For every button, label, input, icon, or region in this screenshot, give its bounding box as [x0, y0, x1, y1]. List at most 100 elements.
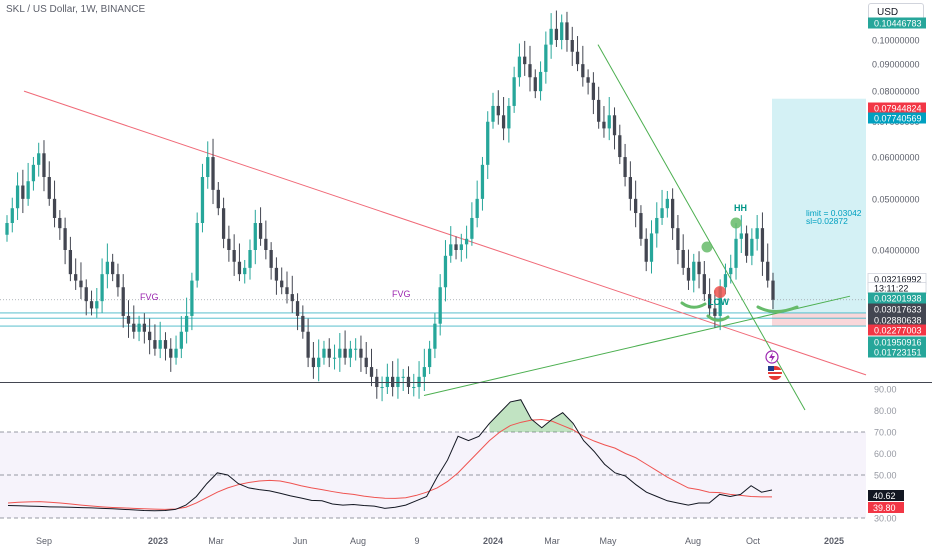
candle[interactable]	[280, 280, 284, 288]
candle[interactable]	[692, 261, 696, 281]
candle[interactable]	[195, 223, 199, 281]
candle[interactable]	[729, 267, 733, 275]
candle[interactable]	[771, 280, 775, 300]
candle[interactable]	[607, 115, 611, 129]
candle[interactable]	[438, 287, 442, 324]
candle[interactable]	[750, 238, 754, 256]
candle[interactable]	[670, 198, 675, 229]
candle[interactable]	[644, 238, 648, 262]
candle[interactable]	[31, 164, 36, 182]
candle[interactable]	[227, 238, 231, 250]
candle[interactable]	[739, 233, 743, 239]
candle[interactable]	[581, 64, 585, 78]
candle[interactable]	[470, 217, 474, 239]
candle[interactable]	[338, 348, 342, 358]
candle[interactable]	[232, 250, 236, 262]
candle[interactable]	[206, 157, 210, 178]
candle[interactable]	[147, 331, 152, 341]
candle[interactable]	[565, 22, 569, 40]
candle[interactable]	[681, 250, 685, 268]
candle[interactable]	[464, 238, 469, 245]
candle[interactable]	[84, 287, 88, 302]
candle[interactable]	[21, 185, 25, 199]
candle[interactable]	[528, 64, 532, 78]
candle[interactable]	[549, 28, 553, 45]
candle[interactable]	[602, 121, 606, 129]
candle[interactable]	[121, 287, 125, 316]
candle[interactable]	[491, 105, 495, 122]
candle[interactable]	[137, 323, 141, 332]
candle[interactable]	[74, 274, 78, 281]
candle[interactable]	[723, 274, 728, 288]
candle[interactable]	[570, 40, 574, 52]
candle[interactable]	[554, 28, 559, 40]
candle[interactable]	[702, 274, 706, 295]
long-position-stop-zone[interactable]	[772, 312, 866, 327]
candle[interactable]	[501, 115, 506, 129]
candle[interactable]	[52, 198, 57, 218]
candle[interactable]	[100, 274, 104, 302]
candle[interactable]	[285, 287, 289, 295]
candle[interactable]	[760, 228, 765, 262]
candle[interactable]	[258, 223, 263, 239]
candle[interactable]	[639, 213, 643, 239]
candle[interactable]	[533, 77, 537, 92]
candle[interactable]	[713, 308, 717, 316]
candle[interactable]	[523, 56, 527, 65]
candle[interactable]	[412, 387, 416, 389]
candle[interactable]	[47, 177, 51, 199]
downtrend-line[interactable]	[597, 44, 806, 411]
candle[interactable]	[169, 348, 173, 358]
candle[interactable]	[211, 157, 215, 190]
candle[interactable]	[332, 357, 337, 359]
resistance-trendline[interactable]	[23, 90, 867, 376]
candle[interactable]	[343, 348, 347, 358]
candle[interactable]	[301, 315, 305, 332]
candle[interactable]	[623, 157, 627, 178]
candle[interactable]	[295, 301, 300, 316]
candle[interactable]	[406, 376, 411, 388]
candle[interactable]	[734, 238, 738, 268]
candle[interactable]	[253, 223, 257, 250]
candle[interactable]	[15, 185, 20, 209]
candle[interactable]	[718, 287, 722, 316]
candle[interactable]	[560, 22, 564, 40]
candle[interactable]	[597, 99, 601, 122]
candle[interactable]	[507, 105, 511, 129]
candle[interactable]	[317, 357, 321, 368]
candle[interactable]	[480, 164, 485, 199]
candle[interactable]	[697, 261, 701, 275]
candle[interactable]	[89, 301, 94, 309]
candle[interactable]	[612, 115, 617, 136]
candle[interactable]	[163, 340, 168, 349]
candle[interactable]	[459, 244, 463, 250]
candle[interactable]	[618, 135, 622, 158]
candle[interactable]	[676, 228, 680, 250]
candle[interactable]	[707, 294, 712, 309]
candle[interactable]	[243, 267, 247, 275]
candle[interactable]	[354, 348, 358, 350]
candle[interactable]	[417, 376, 421, 388]
candle[interactable]	[311, 357, 316, 368]
candle[interactable]	[396, 376, 400, 388]
candle[interactable]	[179, 331, 183, 349]
candle[interactable]	[95, 301, 99, 309]
candle[interactable]	[327, 348, 331, 358]
candle[interactable]	[5, 223, 9, 235]
candle[interactable]	[126, 315, 131, 324]
rsi-line[interactable]	[7, 399, 773, 512]
candle[interactable]	[184, 315, 189, 332]
long-position-target-zone[interactable]	[772, 98, 866, 313]
candle[interactable]	[153, 340, 157, 349]
candle[interactable]	[264, 238, 268, 250]
candle[interactable]	[200, 177, 205, 224]
candle[interactable]	[660, 208, 664, 218]
candle[interactable]	[766, 261, 770, 281]
candle[interactable]	[486, 121, 490, 165]
candle[interactable]	[433, 323, 437, 349]
candle[interactable]	[142, 323, 146, 332]
candle[interactable]	[274, 267, 279, 281]
candle[interactable]	[132, 323, 136, 332]
candle[interactable]	[517, 56, 522, 78]
